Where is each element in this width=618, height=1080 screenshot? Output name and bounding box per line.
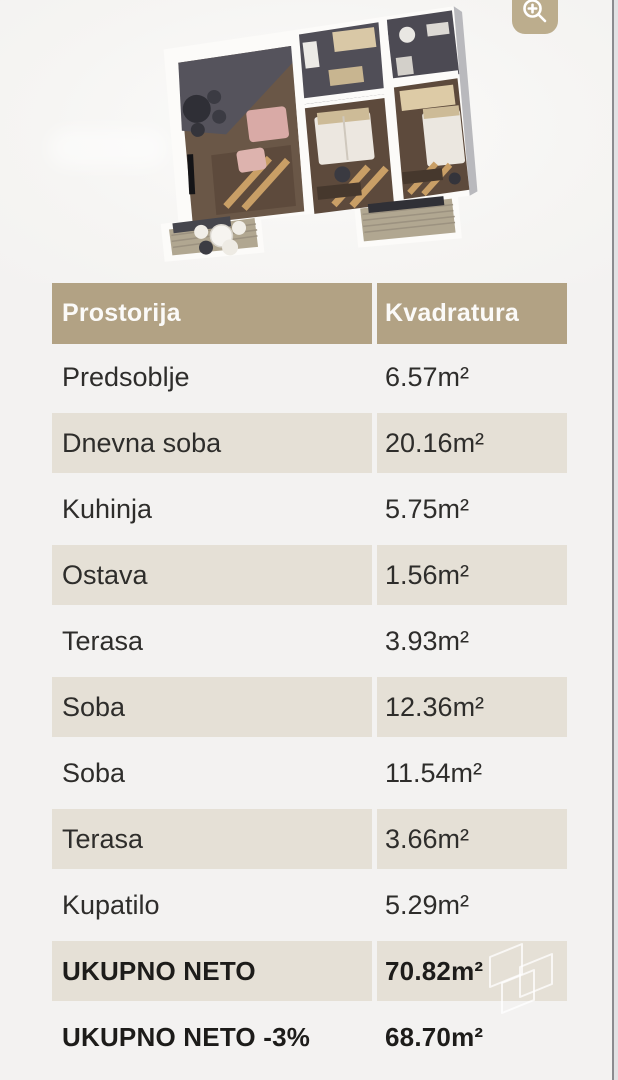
table-row: Predsoblje 6.57m² [52, 344, 567, 410]
area-table: Prostorija Kvadratura Predsoblje 6.57m² … [52, 283, 567, 1070]
room-name-cell: Dnevna soba [52, 413, 372, 473]
room-area-cell: 5.29m² [385, 889, 470, 920]
faded-watermark [48, 128, 168, 168]
room-area-cell: 6.57m² [385, 361, 470, 392]
table-row: Soba 12.36m² [52, 674, 567, 740]
table-row: Terasa 3.93m² [52, 608, 567, 674]
room-name-cell: Soba [62, 757, 126, 788]
zoom-in-icon [523, 0, 547, 23]
room-area-cell: 70.82m² [377, 941, 567, 1001]
table-row: UKUPNO NETO 70.82m² [52, 938, 567, 1004]
screen-right-edge [612, 0, 618, 1080]
room-name-cell: Terasa [52, 809, 372, 869]
column-header-kvadratura: Kvadratura [377, 283, 567, 344]
table-body: Predsoblje 6.57m² Dnevna soba 20.16m² Ku… [52, 344, 567, 1070]
table-row: Ostava 1.56m² [52, 542, 567, 608]
table-row: Kupatilo 5.29m² [52, 872, 567, 938]
room-area-cell: 11.54m² [385, 757, 483, 788]
room-name-cell: UKUPNO NETO -3% [62, 1021, 311, 1052]
table-row: Dnevna soba 20.16m² [52, 410, 567, 476]
column-header-prostorija: Prostorija [52, 283, 372, 344]
room-name-cell: Terasa [62, 625, 144, 656]
table-row: Kuhinja 5.75m² [52, 476, 567, 542]
room-name-cell: Soba [52, 677, 372, 737]
room-area-cell: 5.75m² [385, 493, 470, 524]
table-header-row: Prostorija Kvadratura [52, 283, 567, 344]
room-area-cell: 12.36m² [377, 677, 567, 737]
floor-plan-viewer[interactable] [0, 0, 618, 283]
room-name-cell: Ostava [52, 545, 372, 605]
zoom-in-button[interactable] [512, 0, 558, 34]
room-name-cell: Kupatilo [62, 889, 160, 920]
room-area-cell: 1.56m² [377, 545, 567, 605]
room-area-cell: 20.16m² [377, 413, 567, 473]
room-area-cell: 3.93m² [385, 625, 470, 656]
room-name-cell: Predsoblje [62, 361, 190, 392]
room-name-cell: UKUPNO NETO [52, 941, 372, 1001]
room-area-cell: 3.66m² [377, 809, 567, 869]
table-row: Terasa 3.66m² [52, 806, 567, 872]
table-row: UKUPNO NETO -3% 68.70m² [52, 1004, 567, 1070]
table-row: Soba 11.54m² [52, 740, 567, 806]
room-area-cell: 68.70m² [385, 1021, 484, 1052]
floor-plan-render [160, 6, 478, 262]
room-name-cell: Kuhinja [62, 493, 153, 524]
